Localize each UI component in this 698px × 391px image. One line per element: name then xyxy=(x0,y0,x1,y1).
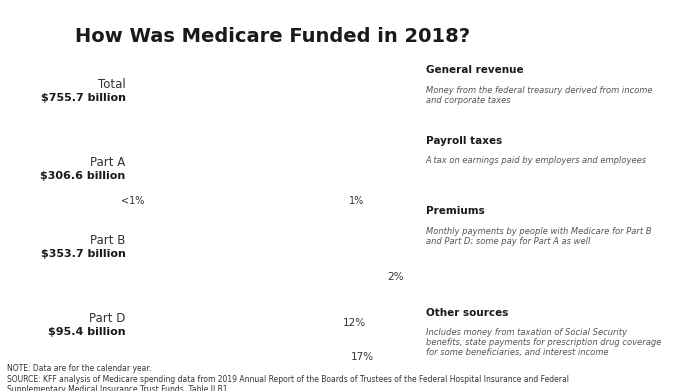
Text: 11%: 11% xyxy=(355,160,385,173)
Text: A tax on earnings paid by employers and employees: A tax on earnings paid by employers and … xyxy=(426,156,647,165)
Text: Part B: Part B xyxy=(90,234,126,247)
Text: Monthly payments by people with Medicare for Part B: Monthly payments by people with Medicare… xyxy=(426,227,651,236)
Text: benefits, state payments for prescription drug coverage: benefits, state payments for prescriptio… xyxy=(426,338,661,347)
Text: 71%: 71% xyxy=(205,316,239,330)
Text: 12%: 12% xyxy=(343,317,366,328)
Text: Payroll taxes: Payroll taxes xyxy=(426,136,502,146)
Text: $353.7 billion: $353.7 billion xyxy=(40,249,126,259)
Text: 72%: 72% xyxy=(207,237,240,251)
Text: for some beneficiaries, and interest income: for some beneficiaries, and interest inc… xyxy=(426,348,608,357)
Text: and Part D; some pay for Part A as well: and Part D; some pay for Part A as well xyxy=(426,237,590,246)
Text: Premiums: Premiums xyxy=(426,206,484,216)
Text: NOTE: Data are for the calendar year.: NOTE: Data are for the calendar year. xyxy=(7,364,151,373)
Text: $755.7 billion: $755.7 billion xyxy=(40,93,126,103)
Text: $306.6 billion: $306.6 billion xyxy=(40,171,126,181)
Text: 43%: 43% xyxy=(170,81,203,95)
Text: How Was Medicare Funded in 2018?: How Was Medicare Funded in 2018? xyxy=(75,27,470,47)
Text: 36%: 36% xyxy=(269,81,302,95)
Text: 2%: 2% xyxy=(387,272,404,282)
Text: 26%: 26% xyxy=(329,237,363,251)
Text: 1%: 1% xyxy=(348,196,364,206)
Text: Money from the federal treasury derived from income: Money from the federal treasury derived … xyxy=(426,86,652,95)
Text: <1%: <1% xyxy=(121,196,144,206)
Text: Supplementary Medical Insurance Trust Funds, Table II.B1.: Supplementary Medical Insurance Trust Fu… xyxy=(7,385,230,391)
Text: SOURCE: KFF analysis of Medicare spending data from 2019 Annual Report of the Bo: SOURCE: KFF analysis of Medicare spendin… xyxy=(7,375,569,384)
Text: 15%: 15% xyxy=(333,81,366,95)
Text: 88%: 88% xyxy=(229,159,262,173)
Text: 17%: 17% xyxy=(351,352,374,362)
Text: and corporate taxes: and corporate taxes xyxy=(426,96,510,105)
Text: Total: Total xyxy=(98,77,126,91)
Text: Other sources: Other sources xyxy=(426,308,508,318)
Text: General revenue: General revenue xyxy=(426,65,524,75)
Text: Part D: Part D xyxy=(89,312,126,325)
Text: 7%: 7% xyxy=(367,81,388,95)
Text: Includes money from taxation of Social Security: Includes money from taxation of Social S… xyxy=(426,328,627,337)
Text: Part A: Part A xyxy=(90,156,126,169)
Text: $95.4 billion: $95.4 billion xyxy=(48,327,126,337)
